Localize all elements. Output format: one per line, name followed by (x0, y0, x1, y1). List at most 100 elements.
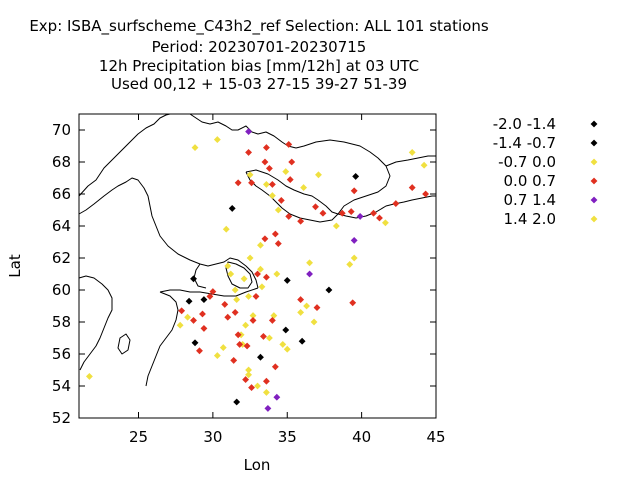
y-tick-label: 68 (52, 153, 71, 171)
plot-area (78, 113, 437, 419)
x-axis: 25 30 35 40 45 (129, 114, 446, 446)
data-point (274, 240, 282, 248)
data-point (306, 270, 313, 278)
y-axis: 52 54 56 58 60 62 64 66 68 70 (52, 121, 436, 427)
data-point (224, 262, 232, 270)
data-point (310, 318, 318, 326)
data-point (252, 292, 260, 300)
y-tick-label: 66 (52, 185, 71, 203)
data-point (297, 296, 305, 304)
data-point (245, 148, 252, 156)
data-point (319, 209, 327, 217)
data-point (271, 363, 279, 371)
data-point (222, 225, 230, 233)
x-tick-label: 40 (352, 428, 371, 446)
data-point (268, 192, 276, 200)
data-point (176, 321, 184, 329)
data-point (306, 259, 313, 267)
data-point (257, 353, 264, 361)
data-point (185, 297, 193, 305)
legend-item: 0.0 0.7 (504, 172, 598, 190)
data-point (263, 273, 270, 281)
data-point (249, 316, 257, 324)
legend: -2.0 -1.4-1.4 -0.7-0.7 0.00.0 0.70.7 1.4… (493, 115, 598, 228)
x-tick-label: 45 (426, 428, 445, 446)
y-tick-label: 70 (52, 121, 71, 139)
data-point (254, 270, 261, 278)
data-point (224, 313, 232, 321)
x-tick-label: 25 (129, 428, 148, 446)
y-tick-label: 60 (52, 281, 71, 299)
data-point (248, 384, 255, 392)
data-point (257, 265, 264, 273)
legend-marker (590, 120, 598, 128)
data-point (221, 300, 229, 308)
legend-label: -0.7 0.0 (498, 153, 556, 171)
data-point (230, 356, 238, 364)
data-point (234, 331, 242, 339)
data-point (263, 180, 270, 188)
data-point (313, 304, 321, 312)
data-point (245, 371, 252, 379)
y-tick-label: 58 (52, 313, 71, 331)
data-point (350, 187, 358, 195)
data-point (283, 276, 291, 284)
data-point (191, 339, 199, 347)
data-point (236, 340, 244, 348)
x-tick-label: 35 (278, 428, 297, 446)
data-point (209, 288, 217, 296)
data-point (315, 171, 322, 179)
data-point (234, 179, 242, 187)
data-point (300, 184, 308, 192)
data-point (263, 388, 270, 396)
data-point (248, 179, 255, 187)
data-point (199, 310, 206, 318)
data-point (190, 275, 197, 283)
y-axis-label: Lat (6, 254, 24, 278)
data-point (312, 203, 319, 211)
data-point (245, 292, 252, 300)
data-point (283, 345, 291, 353)
y-tick-label: 56 (52, 345, 71, 363)
data-point (282, 168, 290, 176)
data-point (263, 144, 270, 152)
data-point (261, 235, 269, 243)
y-tick-label: 52 (52, 409, 71, 427)
legend-label: -1.4 -0.7 (493, 134, 556, 152)
x-axis-label: Lon (244, 456, 271, 474)
data-point (268, 316, 276, 324)
data-point (245, 128, 252, 136)
data-points (85, 128, 430, 412)
data-point (279, 340, 287, 348)
data-point (227, 270, 235, 278)
data-point (350, 236, 358, 244)
data-point (260, 332, 267, 340)
data-point (219, 344, 227, 352)
data-point (243, 342, 251, 350)
legend-item: 1.4 2.0 (504, 210, 598, 228)
legend-marker (590, 215, 598, 223)
data-point (213, 136, 221, 144)
legend-label: 0.0 0.7 (504, 172, 556, 190)
y-tick-label: 64 (52, 217, 71, 235)
data-point (206, 292, 214, 300)
data-point (286, 176, 294, 184)
data-point (231, 286, 239, 294)
title-line-3: 12h Precipitation bias [mm/12h] at 03 UT… (99, 57, 419, 75)
data-point (246, 171, 254, 179)
data-point (178, 307, 186, 315)
data-point (265, 334, 273, 342)
data-point (422, 190, 430, 198)
data-point (282, 326, 290, 334)
data-point (408, 148, 416, 156)
y-tick-label: 62 (52, 249, 71, 267)
legend-item: -0.7 0.0 (498, 153, 598, 171)
data-point (297, 217, 305, 225)
data-point (246, 254, 254, 262)
data-point (85, 372, 93, 380)
data-point (370, 209, 377, 217)
data-point (254, 382, 261, 390)
data-point (298, 337, 306, 345)
title-line-4: Used 00,12 + 15-03 27-15 39-27 51-39 (111, 75, 407, 93)
data-point (349, 299, 357, 307)
